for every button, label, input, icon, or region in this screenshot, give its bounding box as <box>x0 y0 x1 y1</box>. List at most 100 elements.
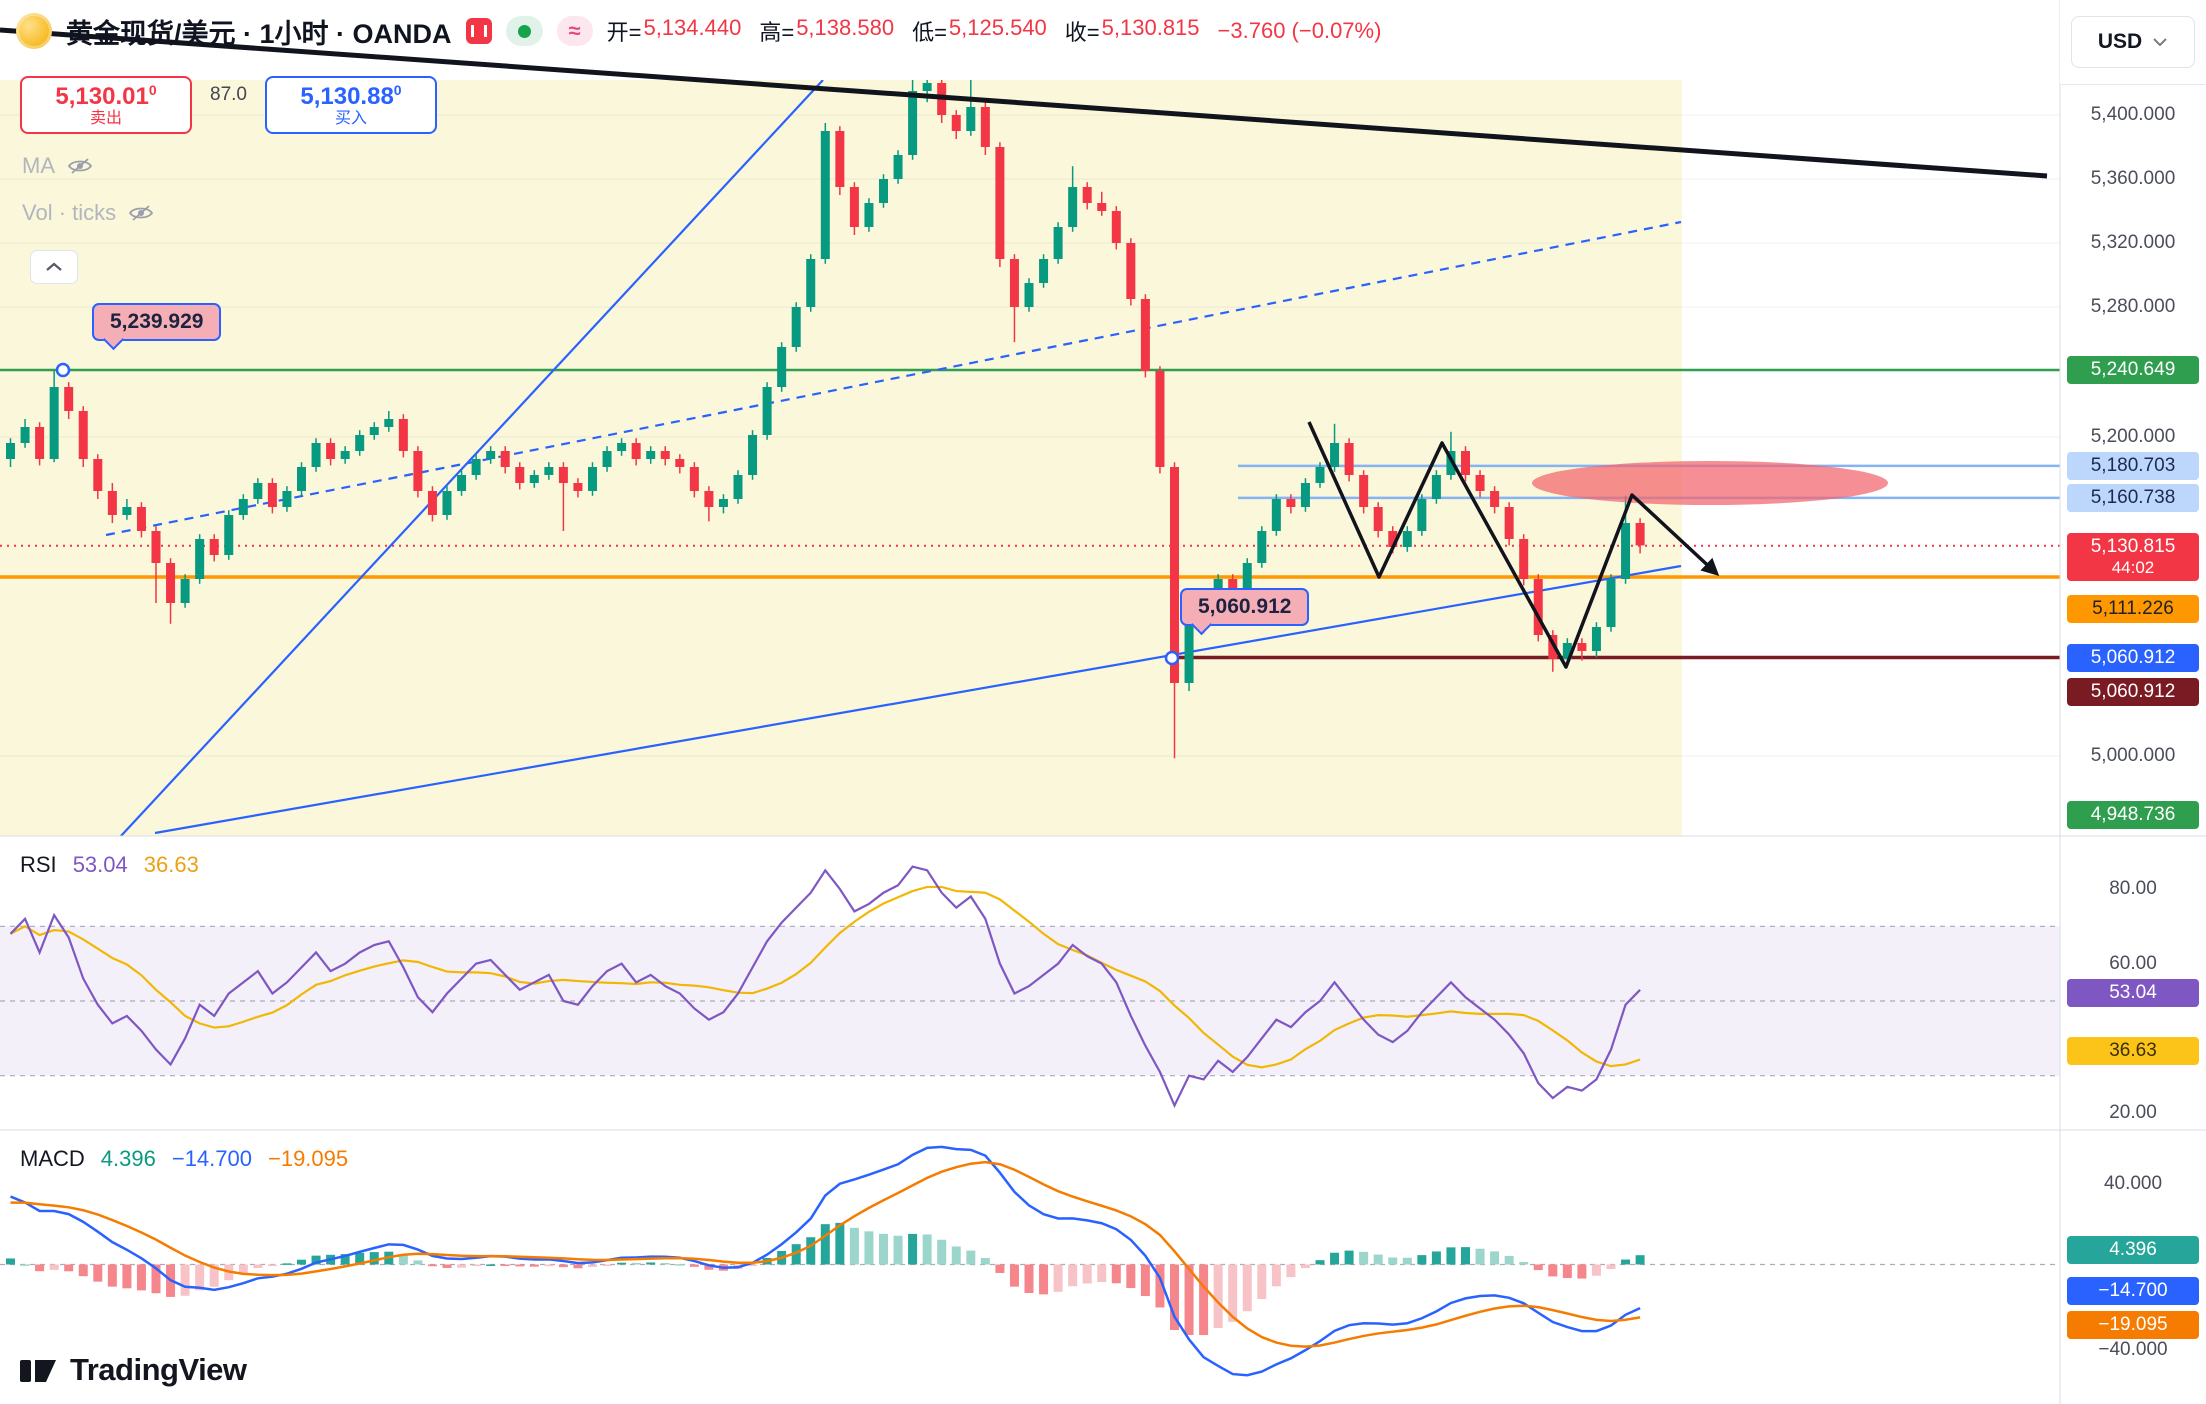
open-label: 开= <box>606 20 642 45</box>
macd-histogram <box>6 1222 1645 1336</box>
tradingview-mark-icon <box>20 1360 56 1382</box>
approx-symbol: ≈ <box>568 18 581 43</box>
macd-title-row: MACD 4.396 −14.700 −19.095 <box>20 1146 348 1172</box>
macd-panel[interactable] <box>0 1145 2060 1377</box>
buy-label: 买入 <box>334 109 367 127</box>
buy-price-sup: 0 <box>393 81 402 98</box>
low-value: 5,125.540 <box>948 15 1047 40</box>
axis-label: 5,360.000 <box>2090 168 2176 189</box>
spread-value: 87.0 <box>210 84 247 105</box>
instrument-logo-icon <box>16 13 52 49</box>
open-value: 5,134.440 <box>643 15 742 40</box>
main-price-panel[interactable] <box>0 59 2060 837</box>
axis-label: 4.396 <box>2067 1236 2199 1264</box>
macd-signal-value: −19.095 <box>267 1146 349 1171</box>
tradingview-logo[interactable]: TradingView <box>16 1348 247 1392</box>
price-scale[interactable]: USD 5,400.000 5,360.000 5,320.000 5,280.000… <box>2060 0 2206 1404</box>
axis-label: 5,060.912 <box>2067 644 2199 672</box>
macd-name: MACD <box>20 1146 85 1171</box>
visibility-off-icon[interactable] <box>67 156 93 176</box>
axis-label: 5,200.000 <box>2090 426 2176 447</box>
green-dot-icon <box>517 24 531 38</box>
axis-label: 40.000 <box>2103 1173 2163 1194</box>
axis-label: 5,320.000 <box>2090 232 2176 253</box>
axis-label: 5,111.226 <box>2067 595 2199 623</box>
axis-label: 36.63 <box>2067 1037 2199 1065</box>
axis-label: 53.04 <box>2067 979 2199 1007</box>
axis-label: 4,948.736 <box>2067 801 2199 829</box>
market-status-icon[interactable] <box>465 18 492 44</box>
rsi-panel[interactable] <box>0 865 2060 1109</box>
volume-indicator-row: Vol · ticks <box>22 200 154 226</box>
chevron-down-icon <box>2153 38 2167 47</box>
axis-label: −19.095 <box>2067 1311 2199 1339</box>
highlight-ellipse <box>1532 461 1888 505</box>
axis-label: 5,280.000 <box>2090 296 2176 317</box>
collapse-panel-button[interactable] <box>30 250 78 284</box>
projection-arrow <box>1307 421 1720 669</box>
countdown-timer: 44:02 <box>2111 558 2155 577</box>
axis-label: 20.00 <box>2109 1102 2157 1123</box>
candlestick-series <box>6 80 1645 759</box>
axis-label: 5,240.649 <box>2067 356 2199 384</box>
axis-label: 80.00 <box>2109 878 2157 899</box>
macd-line-value: −14.700 <box>171 1146 252 1171</box>
trend-lines <box>105 80 1682 836</box>
macd-signal-line <box>10 1160 1641 1348</box>
high-value: 5,138.580 <box>796 15 895 40</box>
drawing-anchors <box>55 362 1180 666</box>
close-value: 5,130.815 <box>1101 15 1200 40</box>
axis-label: 5,000.000 <box>2090 745 2176 766</box>
currency-dropdown[interactable]: USD <box>2071 16 2195 68</box>
approx-data-indicator[interactable]: ≈ <box>556 16 593 46</box>
rsi-ma-line <box>9 885 1641 1069</box>
currency-label: USD <box>2097 30 2143 53</box>
ma-label: MA <box>22 153 55 178</box>
close-label: 收= <box>1064 20 1100 45</box>
sell-price: 5,130.01 <box>55 82 149 110</box>
axis-label: −14.700 <box>2067 1277 2199 1305</box>
sell-label: 卖出 <box>89 109 122 127</box>
axis-label: 5,130.815 44:02 <box>2067 533 2199 581</box>
high-label: 高= <box>759 20 795 45</box>
rsi-value: 53.04 <box>72 852 128 877</box>
price-callout[interactable]: 5,239.929 <box>92 303 222 341</box>
rsi-name: RSI <box>20 852 57 877</box>
tradingview-logo-text: TradingView <box>70 1352 247 1387</box>
session-highlight-zone <box>0 80 1682 836</box>
callout-text: 5,239.929 <box>110 310 204 333</box>
ma-indicator-row: MA <box>22 153 93 179</box>
buy-price: 5,130.88 <box>300 82 394 110</box>
volume-label: Vol · ticks <box>22 200 117 225</box>
chart-header: 黄金现货/美元 · 1小时 · OANDA ≈ 开= 5,134.440 高= 5,… <box>16 8 1381 54</box>
axis-label: 5,060.912 <box>2067 678 2199 706</box>
low-label: 低= <box>912 20 947 45</box>
macd-hist-value: 4.396 <box>100 1146 156 1171</box>
change-value: −3.760 (−0.07%) <box>1217 18 1382 43</box>
sell-button[interactable]: 5,130.010 卖出 <box>20 76 192 134</box>
market-open-indicator[interactable] <box>505 16 543 46</box>
price-scale-header: USD <box>2060 0 2206 85</box>
ohlc-readout: 开= 5,134.440 高= 5,138.580 低= 5,125.540 收= 5,… <box>607 15 1382 47</box>
rsi-level-lines <box>0 925 2060 1077</box>
callout-text: 5,060.912 <box>1198 595 1292 618</box>
buy-button[interactable]: 5,130.880 买入 <box>264 76 437 134</box>
axis-label: 5,160.738 <box>2067 484 2199 512</box>
symbol-title[interactable]: 黄金现货/美元 · 1小时 · OANDA <box>66 18 452 49</box>
sell-price-sup: 0 <box>148 81 157 98</box>
axis-label: −40.000 <box>2098 1339 2168 1360</box>
gridlines <box>0 114 2060 757</box>
axis-label: 5,180.703 <box>2067 452 2199 480</box>
axis-label: 5,400.000 <box>2090 104 2176 125</box>
chevron-up-icon <box>46 262 62 271</box>
rsi-line <box>9 865 1641 1109</box>
rsi-ma-value: 36.63 <box>143 852 199 877</box>
visibility-off-icon[interactable] <box>128 203 154 223</box>
price-callout[interactable]: 5,060.912 <box>1180 588 1310 626</box>
trade-buttons: 5,130.010 卖出 87.0 5,130.880 买入 <box>20 76 437 134</box>
rsi-title-row: RSI 53.04 36.63 <box>20 852 199 878</box>
axis-label: 60.00 <box>2109 953 2157 974</box>
